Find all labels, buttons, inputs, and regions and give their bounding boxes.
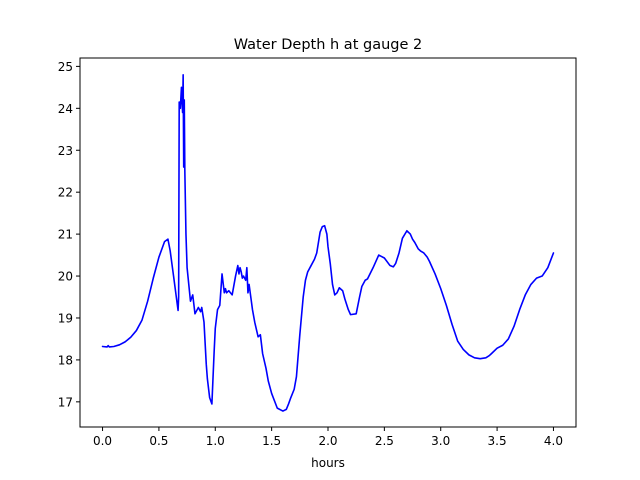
- y-tick-label: 19: [58, 311, 73, 325]
- x-tick-label: 1.5: [262, 434, 281, 448]
- x-tick-label: 2.5: [375, 434, 394, 448]
- y-tick-label: 17: [58, 395, 73, 409]
- y-tick-label: 20: [58, 270, 73, 284]
- x-tick-label: 3.0: [431, 434, 450, 448]
- y-tick-label: 24: [58, 102, 73, 116]
- x-tick-label: 2.0: [318, 434, 337, 448]
- y-tick-label: 21: [58, 228, 73, 242]
- x-tick-label: 4.0: [544, 434, 563, 448]
- chart-title: Water Depth h at gauge 2: [234, 37, 422, 53]
- x-tick-label: 1.0: [206, 434, 225, 448]
- y-tick-label: 18: [58, 353, 73, 367]
- y-tick-label: 22: [58, 186, 73, 200]
- plot-area: 0.0 0.5 1.0 1.5 2.0 2.5 3.0 3.5 4.0 17 18 19 20 21 22 2…: [58, 57, 577, 448]
- x-tick-label: 3.5: [488, 434, 507, 448]
- x-tick-label: 0.0: [93, 434, 112, 448]
- x-axis-label: hours: [311, 456, 345, 470]
- y-tick-label: 23: [58, 144, 73, 158]
- series-line-0: [101, 73, 555, 412]
- y-tick-label: 25: [58, 60, 73, 74]
- x-tick-label: 0.5: [149, 434, 168, 448]
